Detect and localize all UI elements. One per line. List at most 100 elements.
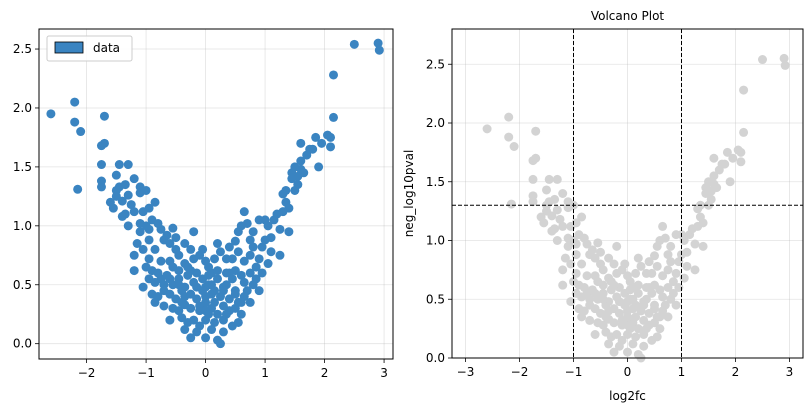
data-point	[260, 235, 270, 245]
data-point	[198, 244, 208, 254]
data-point	[239, 207, 249, 217]
data-point	[577, 312, 587, 322]
data-point	[248, 227, 258, 237]
data-point	[248, 280, 258, 290]
data-point	[233, 247, 243, 257]
data-point	[504, 132, 514, 142]
data-point	[195, 306, 205, 316]
data-point	[76, 127, 86, 137]
data-point	[650, 318, 659, 328]
data-point	[305, 144, 315, 154]
data-point	[596, 247, 605, 257]
data-point	[129, 207, 139, 217]
data-point	[690, 239, 700, 249]
data-point	[628, 339, 638, 349]
data-point	[284, 203, 294, 213]
data-point	[70, 97, 80, 107]
data-point	[129, 174, 139, 184]
data-point	[296, 156, 306, 166]
data-point	[254, 215, 264, 225]
data-point	[706, 194, 716, 204]
data-point	[215, 339, 225, 349]
data-point	[141, 185, 151, 195]
data-point	[263, 221, 273, 231]
data-point	[625, 294, 635, 304]
threshold-lines	[452, 29, 803, 358]
data-point	[623, 312, 632, 322]
data-point	[728, 153, 738, 163]
data-point	[189, 315, 199, 325]
data-point	[650, 300, 659, 310]
data-point	[266, 247, 276, 257]
x-tick-label: 3	[380, 366, 388, 380]
data-point	[666, 241, 676, 251]
data-point	[663, 312, 673, 322]
data-point	[542, 185, 551, 195]
data-point	[186, 244, 196, 254]
data-point	[168, 262, 178, 272]
data-point	[230, 236, 240, 246]
data-point	[633, 253, 643, 263]
data-point	[590, 288, 600, 298]
left-grid	[39, 29, 393, 359]
data-point	[644, 283, 654, 292]
data-point	[614, 308, 624, 318]
data-point	[326, 132, 336, 142]
data-point	[138, 282, 148, 292]
data-point	[144, 254, 154, 264]
data-point	[177, 297, 187, 307]
data-point	[189, 227, 199, 237]
data-point	[585, 315, 595, 325]
data-point	[156, 256, 166, 266]
data-point	[725, 177, 735, 187]
data-point	[239, 256, 249, 266]
data-point	[612, 330, 622, 339]
volcano-panel: −3 −2 −1 0 1 2 3 0.0 0.5 1.0 1.5 2.0 2.5 Volcano Plo…	[402, 9, 804, 403]
data-point	[739, 127, 749, 137]
data-point	[531, 153, 541, 163]
scatter-panel: −2 −1 0 1 2 3 0.0 0.5 1.0 1.5 2.0 2.5 data	[13, 28, 394, 380]
data-point	[644, 257, 654, 267]
data-point	[609, 347, 619, 357]
y-tick-label: 1.5	[426, 175, 445, 189]
data-point	[349, 39, 359, 49]
data-point	[631, 268, 641, 278]
data-point	[230, 303, 240, 313]
data-point	[536, 212, 546, 222]
data-point	[275, 250, 285, 260]
data-point	[245, 297, 255, 307]
right-points	[482, 53, 790, 363]
data-point	[663, 283, 673, 292]
left-axes-frame	[38, 28, 394, 360]
data-point	[201, 297, 211, 307]
data-point	[221, 309, 231, 319]
data-point	[655, 312, 665, 322]
data-point	[658, 271, 668, 281]
data-point	[558, 265, 568, 275]
data-point	[192, 282, 202, 292]
data-point	[204, 309, 214, 319]
data-point	[660, 300, 670, 310]
data-point	[598, 294, 608, 304]
data-point	[314, 162, 324, 172]
y-axis-label: neg_log10pval	[402, 150, 416, 238]
data-point	[251, 262, 261, 272]
data-point	[544, 174, 554, 184]
data-point	[207, 325, 217, 335]
data-point	[671, 230, 681, 240]
data-point	[293, 180, 303, 190]
legend-swatch	[54, 41, 84, 54]
x-tick-label: 0	[202, 366, 210, 380]
data-point	[601, 312, 611, 322]
data-point	[639, 341, 649, 351]
data-point	[135, 227, 145, 237]
data-point	[168, 223, 178, 233]
data-point	[150, 197, 160, 207]
data-point	[278, 189, 288, 199]
data-point	[114, 160, 124, 170]
data-point	[117, 211, 127, 221]
data-point	[73, 184, 83, 194]
data-point	[120, 180, 130, 190]
data-point	[579, 283, 589, 292]
